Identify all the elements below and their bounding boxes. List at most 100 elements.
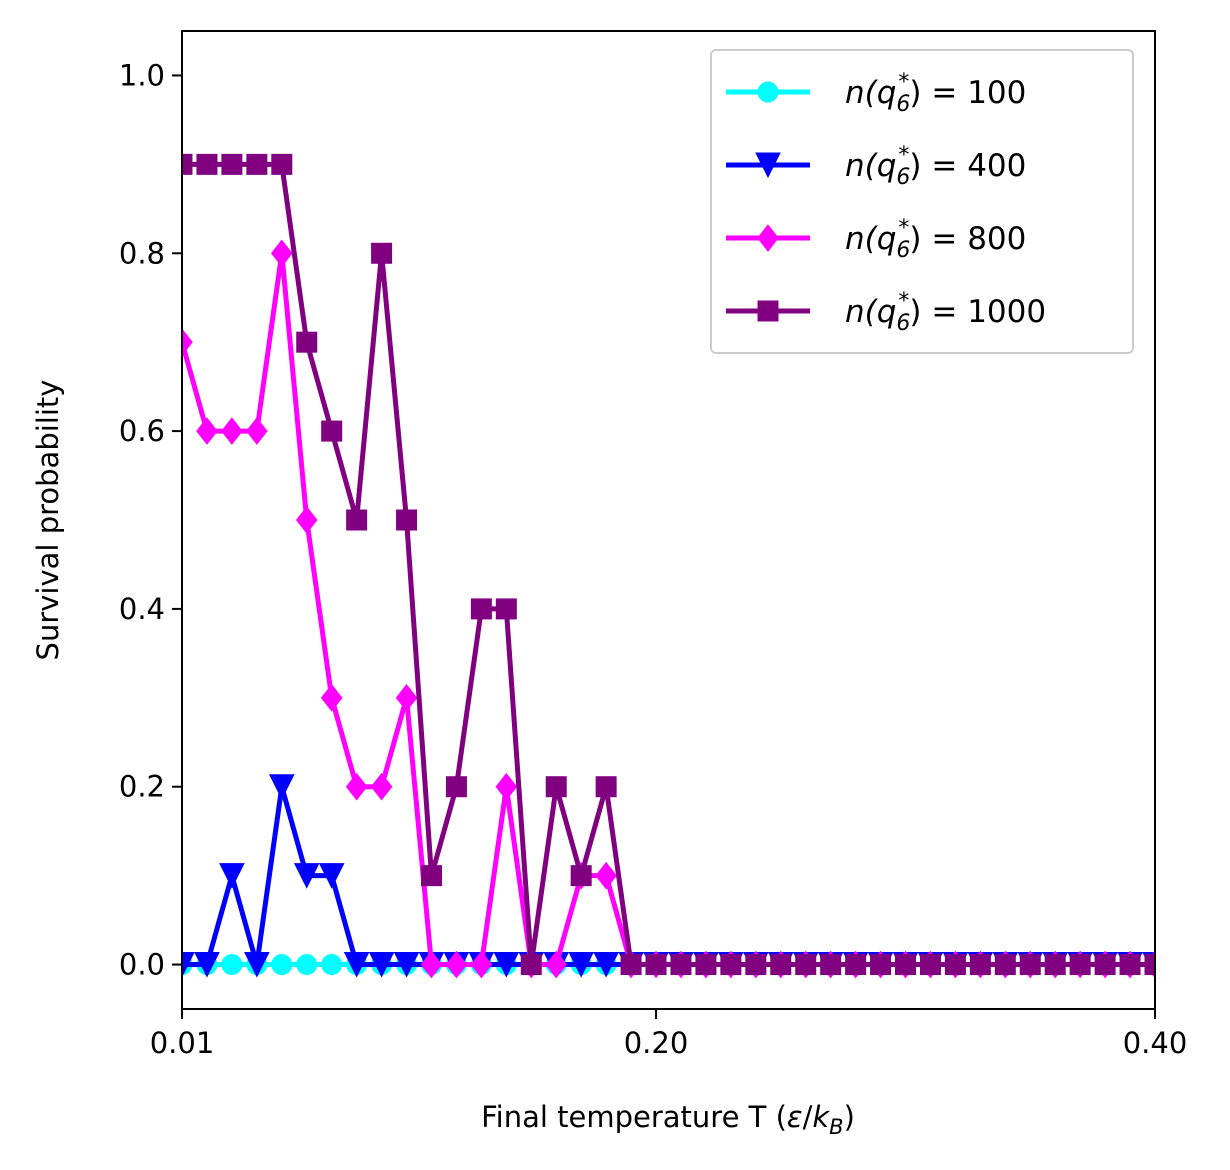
data-point [568,952,594,978]
data-point [246,153,268,175]
legend-item: n(q6*) = 400 [726,143,1026,190]
x-tick-label: 0.20 [624,1026,689,1060]
data-point [1019,954,1041,976]
data-point [318,863,345,889]
data-point [321,420,343,442]
data-point [244,952,270,978]
data-point [343,952,370,978]
data-point [1119,954,1141,976]
data-point [645,954,667,976]
data-point [182,153,193,175]
data-point [1044,954,1066,976]
data-point [770,954,792,976]
data-point [695,954,717,976]
data-point [296,954,318,976]
data-point [370,772,393,801]
data-point [196,417,218,445]
data-point [221,954,243,976]
data-point [221,153,243,175]
data-point [820,954,842,976]
data-point [368,952,395,978]
data-point [670,954,692,976]
data-point [246,417,268,445]
data-point [470,950,493,979]
legend-label: n(q6*) = 400 [845,143,1026,190]
legend-item: n(q6*) = 1000 [726,289,1046,336]
data-point [345,772,368,801]
data-point [320,684,343,712]
legend-label: n(q6*) = 100 [845,70,1026,117]
data-point [520,954,542,976]
axis-layer: 0.0 0.2 0.4 0.6 0.8 1.0 0.01 0.20 0.40 [119,58,1187,1060]
data-point [919,954,941,976]
data-point [271,239,293,268]
y-tick-label: 0.6 [119,414,165,448]
data-point [346,509,368,531]
legend-item: n(q6*) = 100 [726,70,1026,117]
data-point [545,776,567,798]
data-point [870,954,892,976]
y-tick-label: 0.4 [119,592,165,626]
y-tick-label: 0.0 [119,948,165,982]
data-point [745,954,767,976]
data-point [845,954,867,976]
y-axis-label: Survival probability [31,380,65,661]
legend-swatch-marker [757,300,779,322]
data-point [182,952,195,978]
data-point [196,153,218,175]
data-point [595,776,617,798]
data-point [470,598,492,620]
y-tick-label: 1.0 [119,58,165,92]
data-point [495,598,517,620]
legend-box [710,49,1134,354]
x-tick-label: 0.01 [150,1026,215,1060]
legend: n(q6*) = 100 n(q6*) = 400 n(q6*) = 800 n(q6… [710,49,1134,354]
data-point [395,684,418,712]
data-point [420,865,442,887]
series-line [182,161,1155,968]
data-point [321,954,343,976]
data-point [396,509,418,531]
y-tick-label: 0.8 [119,236,165,270]
data-point [393,952,420,978]
x-tick-label: 0.40 [1123,1026,1188,1060]
data-point [296,331,318,353]
legend-label: n(q6*) = 1000 [845,289,1046,336]
data-point [295,506,318,534]
data-point [194,952,220,978]
plot-frame [181,30,1156,1010]
data-point [221,417,243,445]
data-point [720,954,742,976]
data-point [620,954,642,976]
data-point [445,950,468,979]
data-point [271,954,293,976]
data-point [420,950,443,979]
data-point [570,865,592,887]
data-point [493,952,520,978]
legend-item: n(q6*) = 800 [726,216,1026,263]
data-point [969,954,991,976]
legend-swatch-marker [757,224,779,252]
legend-label: n(q6*) = 800 [845,216,1026,263]
series-layer [182,153,1155,979]
data-point [895,954,917,976]
data-point [293,863,320,889]
data-point [495,772,518,801]
data-point [182,328,193,356]
data-point [1069,954,1091,976]
data-point [1094,954,1116,976]
legend-swatch-marker [755,152,781,179]
data-point [271,153,293,175]
data-point [445,776,467,798]
data-point [219,863,245,889]
x-axis-label: Final temperature T (ε/kB) [481,1100,855,1139]
data-point [593,952,619,978]
data-point [545,950,568,979]
data-point [268,774,295,800]
data-point [944,954,966,976]
data-point [795,954,817,976]
legend-swatch-marker [757,81,779,103]
data-point [994,954,1016,976]
data-point [371,242,393,264]
